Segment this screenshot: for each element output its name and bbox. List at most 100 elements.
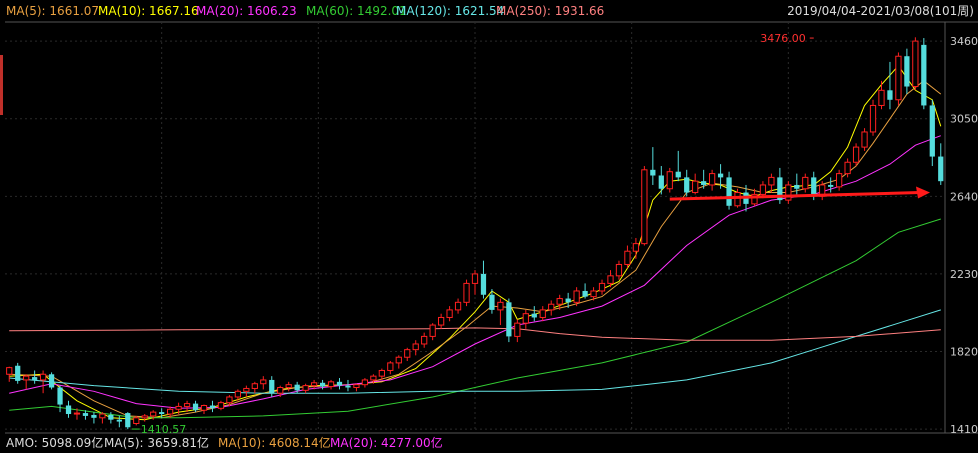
candle-up [6,366,13,382]
candle-down [91,412,97,424]
candle-body [6,367,13,375]
candle-up [861,128,868,151]
candle-down [319,379,326,390]
candle-body [429,324,436,337]
candle-up [514,319,521,343]
candle-up [852,143,860,167]
candle-body [57,387,63,405]
candle-up [692,173,699,195]
candle-body [361,379,369,386]
candle-up [590,287,597,301]
candle-body [811,177,817,197]
support-arrow-head [916,186,930,199]
ma120-line [9,309,941,394]
candle-up [234,389,242,401]
candle-up [353,383,360,392]
candle-up [836,169,843,191]
candle-body [353,384,360,389]
candle-down [269,376,275,397]
candle-down [726,171,732,210]
candle-down [48,372,55,390]
candle-body [200,404,208,411]
candle-up [183,400,191,413]
candle-body [150,411,157,417]
candle-body [869,104,877,133]
y-tick-label: 1820 [950,346,978,359]
candle-body [734,192,741,207]
support-arrow-shaft [669,191,921,201]
candle-up [598,279,606,295]
candle-body [607,275,614,284]
candle-body [108,414,114,420]
candle-up [446,306,453,322]
candle-body [269,379,275,394]
candle-body [471,273,479,284]
candle-up [200,404,208,415]
ma60-line [9,218,941,419]
candle-up [310,379,318,390]
candle-body [480,273,487,295]
candle-down [904,48,910,95]
candle-down [108,412,114,424]
candle-body [878,89,885,106]
candle-body [522,313,529,324]
candle-down [345,379,351,392]
candle-down [565,292,571,309]
candle-up [133,415,140,426]
candle-down [582,283,588,299]
candle-body [692,180,699,194]
candle-up [73,408,81,420]
candle-down [777,167,783,204]
y-tick-label: 3050 [950,113,978,126]
left-marker [0,55,3,115]
candle-body [938,156,944,182]
candle-body [861,131,868,148]
candle-body [159,412,165,415]
candle-body [641,169,648,245]
indicator-header: MA(5): 1661.07 MA(10): 1667.16 MA(20): 1… [0,0,978,22]
candle-body [73,412,81,415]
candle-up [302,383,309,394]
candle-body [921,44,927,106]
candle-up [23,374,30,390]
candle-body [497,301,504,311]
candle-body [446,309,453,318]
candle-up [624,245,631,269]
candle-body [514,322,521,337]
candle-down [650,147,656,185]
candle-up [175,402,182,415]
candle-up [251,381,258,394]
candle-body [489,294,495,310]
candle-body [345,385,351,388]
candle-up [39,370,47,394]
candle-body [904,56,910,87]
candle-down [828,177,834,193]
candle-down [336,378,343,390]
candle-body [658,175,664,189]
candle-down [480,260,487,299]
candle-up [454,298,462,314]
annotations: 3476.00 1410.57 [131,32,930,436]
candle-up [615,260,623,280]
candle-up [844,158,851,178]
candle-body [454,301,462,311]
candle-body [421,335,428,345]
candle-up [167,406,174,418]
candle-body [370,375,377,381]
candle-body [582,290,588,297]
candle-body [209,405,216,409]
candle-down [65,400,72,418]
ma5-indicator: MA(5): 1661.07 [6,4,100,18]
candle-body [226,396,233,404]
candle-up [912,37,919,91]
candle-up [361,378,369,388]
candle-up [522,309,529,329]
candle-down [209,400,216,413]
candle-body [175,405,182,410]
candle-up [895,52,902,106]
candle-body [277,387,284,394]
candle-up [641,166,648,246]
candle-up [378,368,385,380]
candle-body [751,193,758,205]
candle-up [141,414,148,422]
